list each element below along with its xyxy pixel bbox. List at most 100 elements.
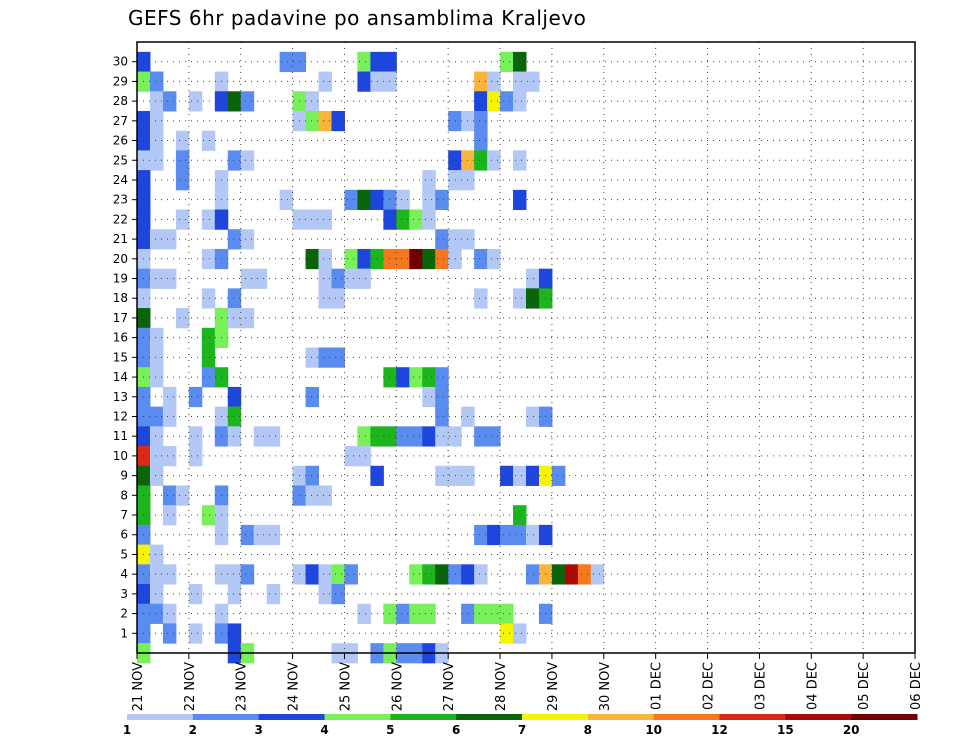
heatmap-cell: [396, 189, 410, 211]
heatmap-cell: [487, 426, 501, 447]
y-tick-label: 28: [113, 94, 128, 108]
heatmap-cell: [526, 524, 540, 546]
legend-label: 12: [711, 723, 728, 737]
heatmap-cell: [331, 584, 345, 605]
legend-label: 7: [518, 723, 526, 737]
heatmap-cell: [487, 150, 501, 171]
heatmap-cell: [305, 485, 320, 506]
legend-swatch: [127, 714, 194, 720]
y-tick-label: 26: [113, 134, 128, 148]
y-tick-label: 22: [113, 212, 128, 226]
heatmap-cell: [435, 564, 449, 585]
heatmap-cell: [564, 564, 579, 585]
heatmap-cell: [331, 564, 345, 585]
y-tick-label: 4: [120, 567, 128, 581]
x-tick-label: 22 NOV: [183, 662, 198, 711]
heatmap-cell: [149, 584, 164, 605]
heatmap-cell: [175, 308, 190, 329]
y-tick-label: 16: [113, 331, 128, 345]
heatmap-cell: [513, 465, 527, 486]
x-tick-label: 01 DEC: [650, 662, 665, 710]
chart-title: GEFS 6hr padavine po ansamblima Kraljevo: [128, 6, 587, 30]
heatmap-cell: [240, 564, 255, 585]
heatmap-cell: [149, 91, 164, 112]
y-tick-label: 6: [120, 528, 128, 542]
gridlines: [137, 42, 915, 653]
heatmap-cell: [162, 268, 177, 289]
heatmap-cell: [513, 505, 527, 526]
heatmap-cell: [474, 288, 488, 309]
heatmap-cell: [422, 603, 436, 624]
heatmap-cell: [149, 465, 164, 486]
heatmap-cell: [227, 91, 242, 112]
heatmap-cell: [422, 248, 436, 270]
x-axis: 21 NOV 22 NOV 23 NOV 24 NOV 25 NOV 26 NOV 27 N…: [131, 653, 924, 711]
heatmap-cell: [175, 130, 190, 151]
heatmap-cell: [305, 347, 320, 368]
heatmap-cell: [422, 367, 436, 388]
heatmap-cell: [357, 446, 371, 467]
legend-label: 1: [123, 723, 131, 737]
x-tick-label: 03 DEC: [753, 662, 768, 710]
y-tick-label: 8: [120, 488, 128, 502]
heatmap-cell: [435, 189, 449, 211]
heatmap-cell: [149, 327, 164, 348]
heatmap-cell: [305, 248, 320, 270]
heatmap-cell: [422, 564, 436, 585]
heatmap-cell: [448, 426, 462, 447]
heatmap-cell: [305, 386, 320, 408]
heatmap-cell: [435, 248, 449, 270]
heatmap-cell: [266, 426, 281, 447]
heatmap-cell: [474, 150, 488, 171]
y-tick-label: 1: [120, 626, 128, 640]
heatmap-cell: [357, 71, 371, 92]
color-legend: 1 2 3 4 5 6 7 8 10 12 15 20: [123, 714, 918, 737]
y-tick-label: 2: [120, 607, 128, 621]
heatmap-cell: [162, 485, 177, 506]
heatmap-cell: [448, 170, 462, 191]
heatmap-cell: [474, 603, 488, 624]
heatmap-cell: [331, 268, 345, 289]
heatmap-cell: [149, 406, 164, 427]
heatmap-cell: [435, 406, 449, 427]
heatmap-cell: [513, 91, 527, 112]
x-tick-label: 04 DEC: [805, 662, 820, 710]
heatmap-cell: [305, 209, 320, 230]
heatmap-cell: [318, 209, 332, 230]
y-tick-label: 3: [120, 587, 128, 601]
heatmap-cell: [448, 465, 462, 486]
heatmap-cell: [513, 150, 527, 171]
heatmap-cell: [318, 485, 332, 506]
heatmap-cell: [487, 248, 501, 270]
legend-swatch: [785, 714, 852, 720]
heatmap-cell: [175, 170, 190, 191]
heatmap-cell: [344, 189, 358, 211]
y-axis: 1234567891011121314151617181920212223242…: [113, 55, 137, 640]
heatmap-cell: [188, 91, 203, 112]
y-tick-label: 11: [113, 429, 128, 443]
heatmap-cell: [500, 524, 514, 546]
heatmap-cell: [396, 603, 410, 624]
heatmap-cell: [422, 189, 436, 211]
legend-swatch: [192, 714, 260, 720]
heatmap-cell: [500, 623, 514, 644]
heatmap-cell: [149, 347, 164, 368]
heatmap-cell: [175, 150, 190, 171]
heatmap-cell: [344, 564, 358, 585]
heatmap-cell: [149, 110, 164, 132]
heatmap-cell: [162, 386, 177, 408]
y-tick-label: 14: [113, 370, 128, 384]
heatmap-cell: [526, 465, 540, 486]
x-tick-label: 24 NOV: [287, 662, 302, 711]
heatmap-cell: [240, 308, 255, 329]
heatmap-cell: [526, 71, 540, 92]
heatmap-cell: [149, 229, 164, 250]
heatmap-cell: [188, 426, 203, 447]
heatmap-cell: [266, 584, 281, 605]
heatmap-cell: [435, 465, 449, 486]
heatmap-cell: [305, 110, 320, 132]
heatmap-cell: [474, 426, 488, 447]
x-tick-label: 28 NOV: [494, 662, 509, 711]
heatmap-cell: [318, 347, 332, 368]
